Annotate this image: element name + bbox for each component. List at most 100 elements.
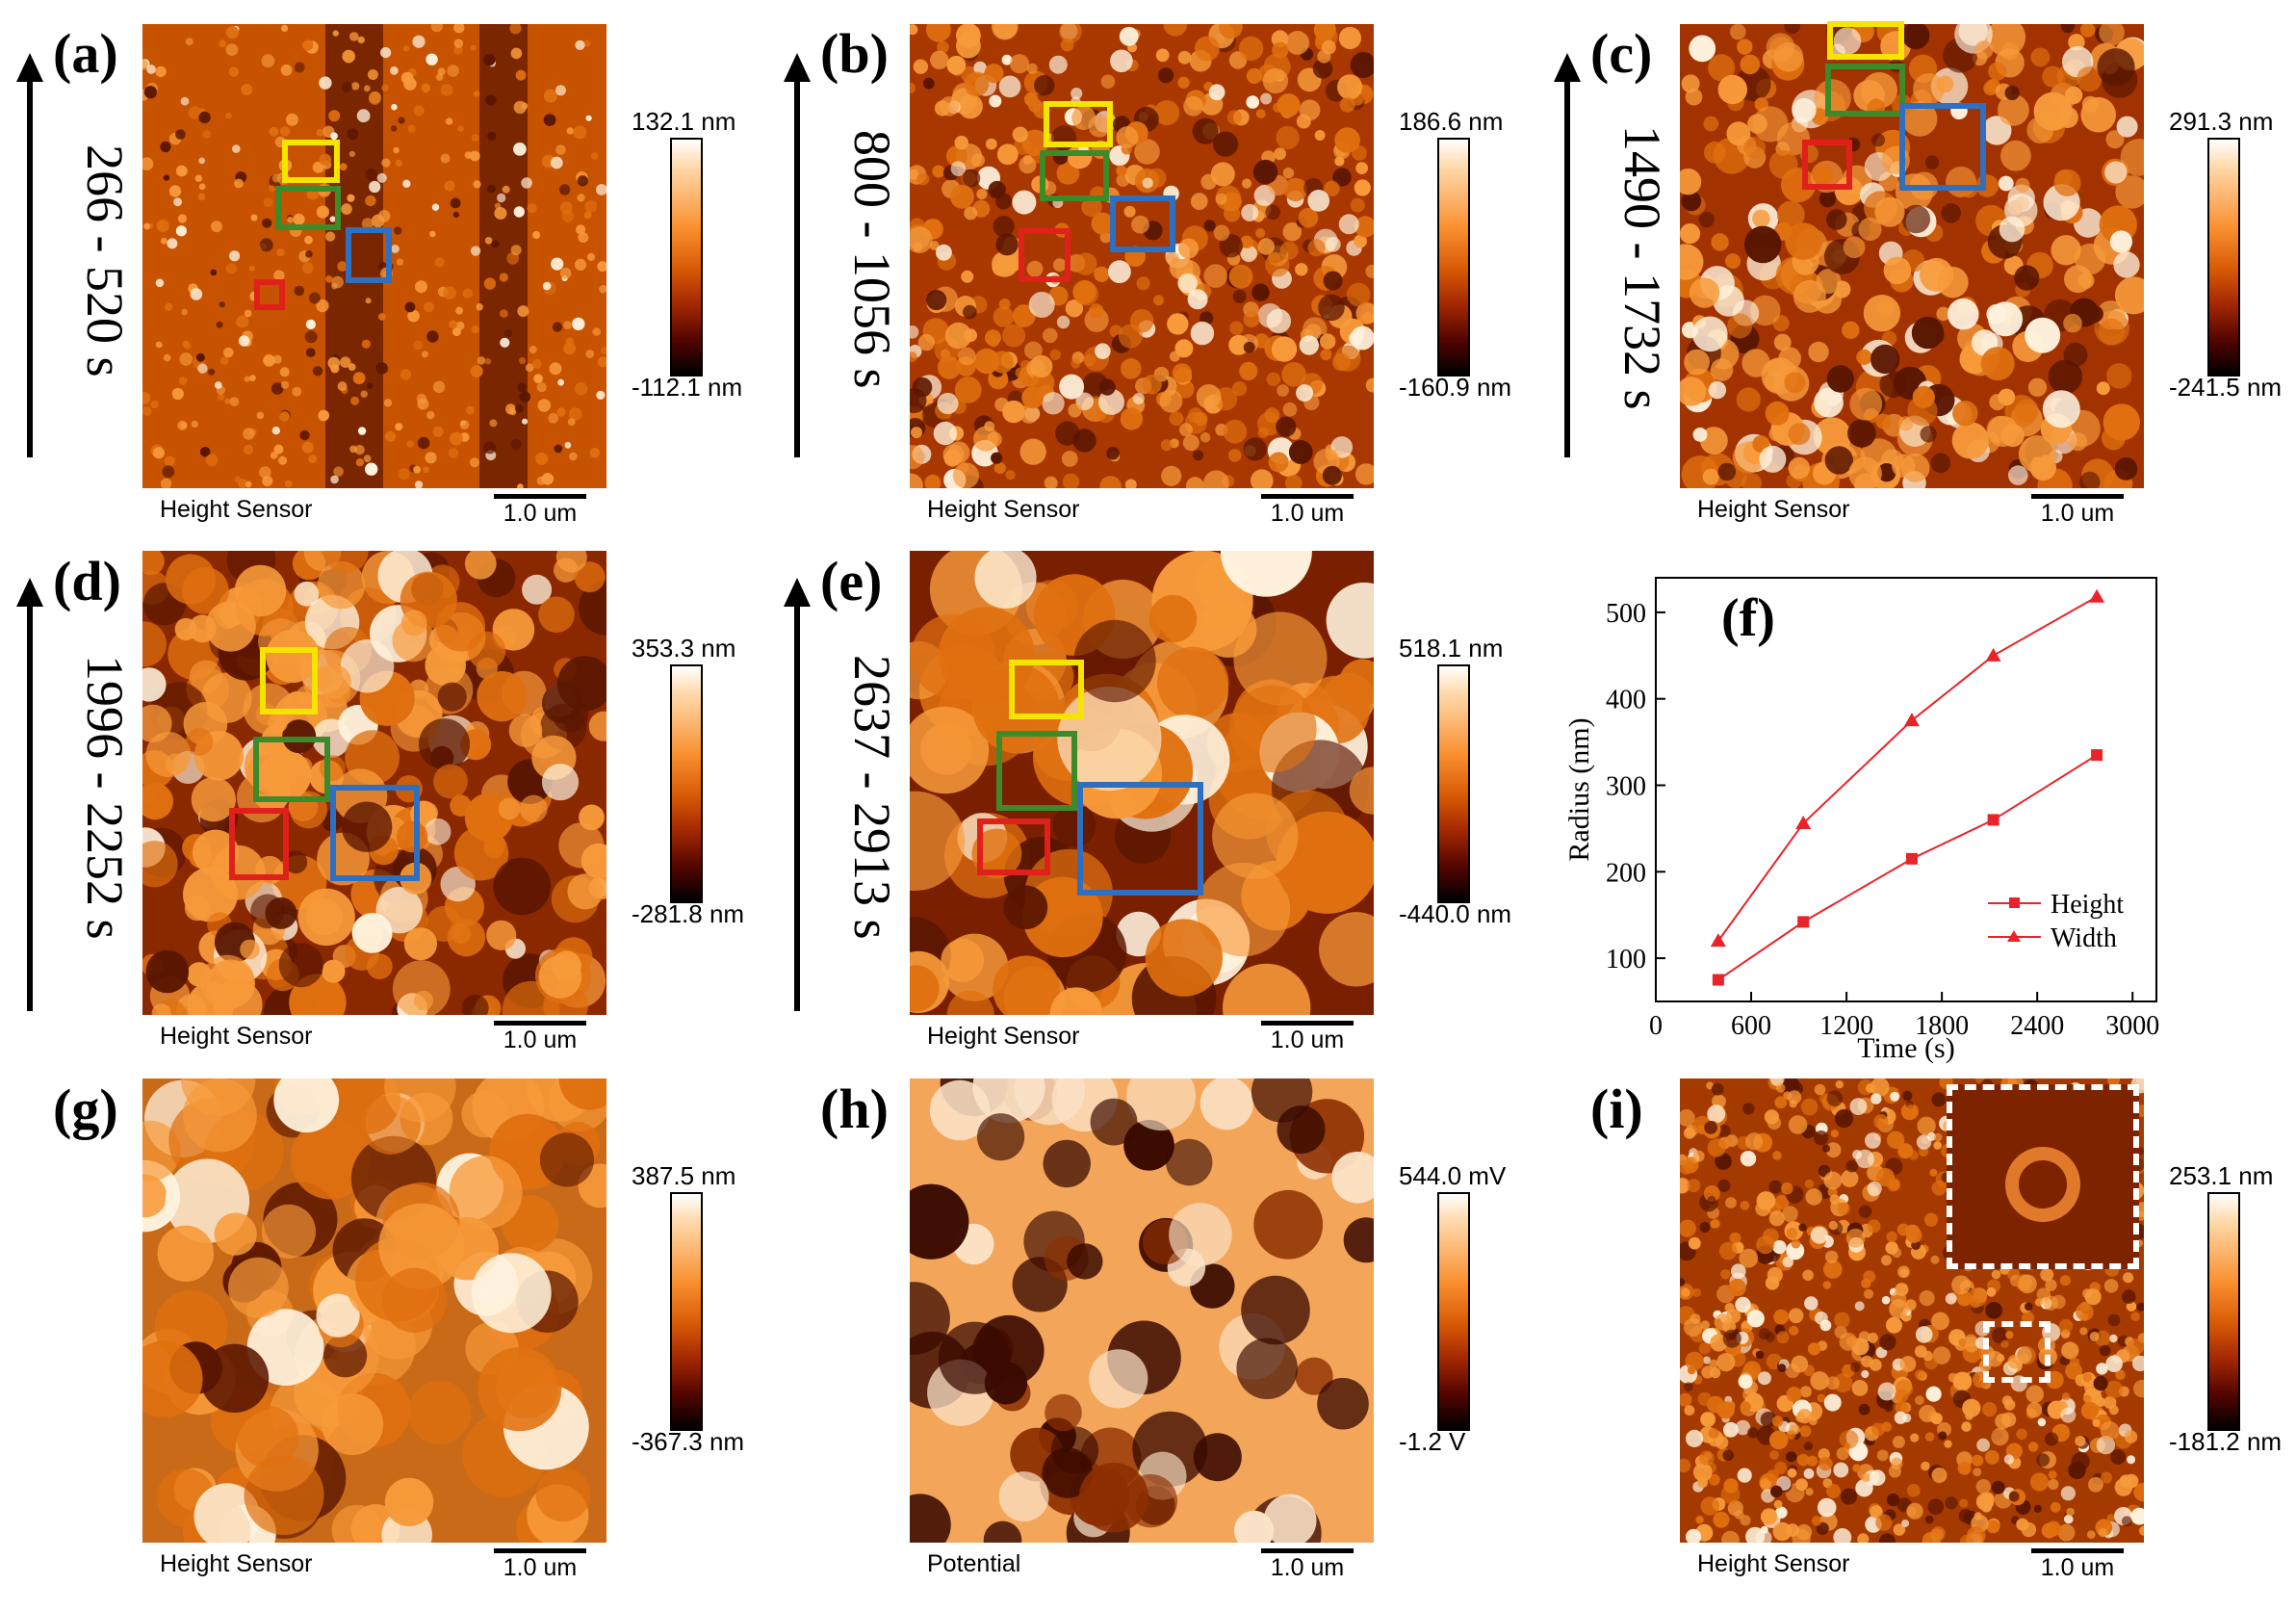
color-scale-max: 387.5 nm [632,1161,736,1190]
green-region-box [1825,64,1905,117]
channel-label: Potential [927,1550,1021,1577]
scale-bar [494,1548,586,1553]
scale-bar-label: 1.0 um [2040,500,2115,527]
chart-y-axis-label: Radius (nm) [1563,717,1595,861]
time-range-label: 1490 - 1732 s [1613,125,1671,410]
blue-region-box [1110,195,1175,252]
green-region-box [275,186,341,230]
chart-series [1710,588,2105,986]
y-tick-label: 300 [1606,772,1646,802]
afm-image-5 [910,551,1374,1015]
scale-bar [2031,1548,2124,1553]
time-range-label: 1996 - 2252 s [76,655,134,940]
time-arrow-head [784,53,811,82]
data-point-width [1985,647,2001,662]
blue-region-box [330,785,420,881]
color-scale-bar [1437,664,1470,903]
time-arrow [794,77,800,457]
data-point-height [1905,852,1918,865]
chart-panel-label: (f) [1721,588,1775,648]
x-tick-label: 1200 [1819,1011,1873,1041]
scale-bar-label: 1.0 um [2040,1554,2115,1581]
channel-label: Height Sensor [1697,496,1850,523]
data-point-height [1712,974,1724,986]
color-scale-bar [670,138,703,377]
data-point-width [1903,713,1920,727]
color-scale-max: 253.1 nm [2169,1161,2274,1190]
green-region-box [253,737,330,802]
data-point-height [2091,749,2103,762]
yellow-region-box [1044,101,1113,147]
x-tick-label: 1800 [1915,1011,1969,1041]
blue-region-box [1899,103,1986,191]
green-region-box [1040,150,1109,201]
panel-label: (b) [820,22,889,85]
blue-region-box [346,227,392,283]
time-range-label: 800 - 1056 s [843,130,901,389]
chart-ticks: 0 600 1200 1800 2400 3000 100 200 300 400 500 [1606,599,2159,1041]
scale-bar [494,1021,586,1026]
scale-bar-label: 1.0 um [1270,1554,1345,1581]
scale-bar-label: 1.0 um [503,1554,578,1581]
x-tick-label: 600 [1731,1011,1771,1041]
afm-image-3 [1680,24,2144,488]
color-scale-max: 291.3 nm [2169,107,2274,136]
panel-label: (c) [1590,22,1653,85]
time-arrow-head [1554,53,1581,82]
color-scale-max: 353.3 nm [632,634,736,663]
inset-region-box [1947,1084,2139,1269]
channel-label: Height Sensor [927,1023,1080,1050]
time-arrow-head [16,578,43,607]
time-arrow [1564,77,1570,457]
red-region-box [977,818,1050,875]
color-scale-min: -181.2 nm [2169,1427,2283,1456]
color-scale-min: -367.3 nm [632,1427,745,1456]
color-scale-max: 544.0 mV [1399,1161,1507,1190]
y-tick-label: 200 [1606,858,1646,888]
color-scale-max: 186.6 nm [1399,107,1504,136]
y-tick-label: 500 [1606,599,1646,629]
color-scale-max: 132.1 nm [632,107,736,136]
time-range-label: 266 - 520 s [76,144,134,377]
time-arrow-head [784,578,811,607]
data-point-height [1987,814,1999,826]
scale-bar-label: 1.0 um [1270,1026,1345,1053]
afm-image-6 [142,1078,606,1543]
data-point-width [1710,933,1726,948]
inset-region-box [1983,1321,2051,1383]
afm-image-7 [910,1078,1374,1543]
series-line-height [1717,754,2098,981]
data-point-width [2089,588,2105,603]
red-region-box [1019,228,1071,282]
color-scale-bar [2207,1192,2240,1431]
legend-width-label: Width [2051,923,2117,953]
color-scale-min: -160.9 nm [1399,373,1512,402]
afm-image-4 [142,551,606,1015]
afm-image-8 [1680,1078,2144,1543]
chart-legend: Height Width [1988,890,2124,953]
blue-region-box [1077,782,1203,896]
color-scale-bar [1437,1192,1470,1431]
panel-label: (d) [53,550,121,612]
time-arrow [27,602,33,1011]
panel-label: (h) [820,1078,889,1140]
color-scale-max: 518.1 nm [1399,634,1504,663]
panel-label: (e) [820,550,883,612]
scale-bar [1261,1548,1354,1553]
y-tick-label: 400 [1606,686,1646,715]
time-arrow-head [16,53,43,82]
scale-bar [2031,494,2124,499]
afm-image-2 [910,24,1374,488]
channel-label: Height Sensor [160,1550,313,1577]
yellow-region-box [1009,660,1084,719]
color-scale-min: -241.5 nm [2169,373,2283,402]
channel-label: Height Sensor [1697,1550,1850,1577]
scale-bar [1261,1021,1354,1026]
x-tick-label: 0 [1649,1011,1663,1041]
panel-label: (i) [1590,1078,1643,1140]
red-region-box [254,279,285,310]
time-arrow [794,602,800,1011]
scale-bar [1261,494,1354,499]
time-range-label: 2637 - 2913 s [843,655,901,940]
